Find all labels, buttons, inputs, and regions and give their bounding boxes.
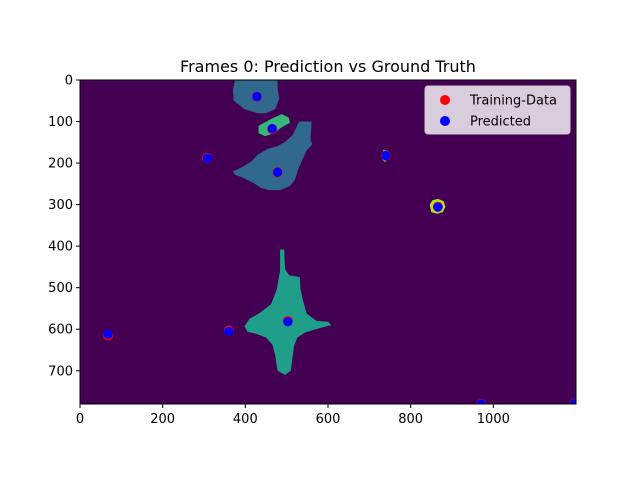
- point-predicted-5: [433, 202, 443, 212]
- x-axis: 0 200 400 600 800 1000: [76, 404, 510, 427]
- y-tick-label: 0: [65, 74, 73, 89]
- chart-title: Frames 0: Prediction vs Ground Truth: [180, 57, 476, 76]
- x-tick-label: 400: [233, 412, 258, 427]
- legend-marker-predicted: [440, 116, 450, 126]
- point-predicted-0: [252, 92, 262, 102]
- mask-region-blob-large-blue: [232, 121, 313, 191]
- scatter-points: [103, 91, 576, 404]
- x-tick-label: 1000: [477, 412, 510, 427]
- legend: Training-Data Predicted: [424, 85, 571, 135]
- point-predicted-2: [202, 153, 212, 163]
- y-axis: 0 100 200 300 400 500 600 700: [48, 74, 80, 379]
- y-tick-label: 300: [48, 198, 73, 213]
- point-predicted-1: [267, 124, 277, 134]
- y-tick-label: 200: [48, 157, 73, 172]
- mask-region-blob-star-teal: [244, 249, 332, 375]
- x-tick-label: 0: [76, 412, 84, 427]
- x-tick-label: 600: [316, 412, 341, 427]
- point-predicted-8: [283, 317, 293, 327]
- point-predicted-10: [570, 398, 576, 404]
- y-tick-label: 100: [48, 115, 73, 130]
- x-tick-label: 800: [398, 412, 423, 427]
- y-tick-label: 400: [48, 240, 73, 255]
- point-predicted-4: [381, 151, 391, 161]
- legend-box: [424, 85, 571, 135]
- legend-marker-training-data: [440, 95, 450, 105]
- y-tick-label: 700: [48, 364, 73, 379]
- legend-label-training-data: Training-Data: [469, 94, 557, 109]
- point-predicted-6: [103, 329, 113, 339]
- point-predicted-3: [273, 167, 283, 177]
- legend-label-predicted: Predicted: [470, 115, 531, 130]
- point-predicted-9: [476, 399, 486, 404]
- y-tick-label: 600: [48, 323, 73, 338]
- point-predicted-7: [224, 326, 234, 336]
- x-tick-label: 200: [150, 412, 175, 427]
- y-tick-label: 500: [48, 281, 73, 296]
